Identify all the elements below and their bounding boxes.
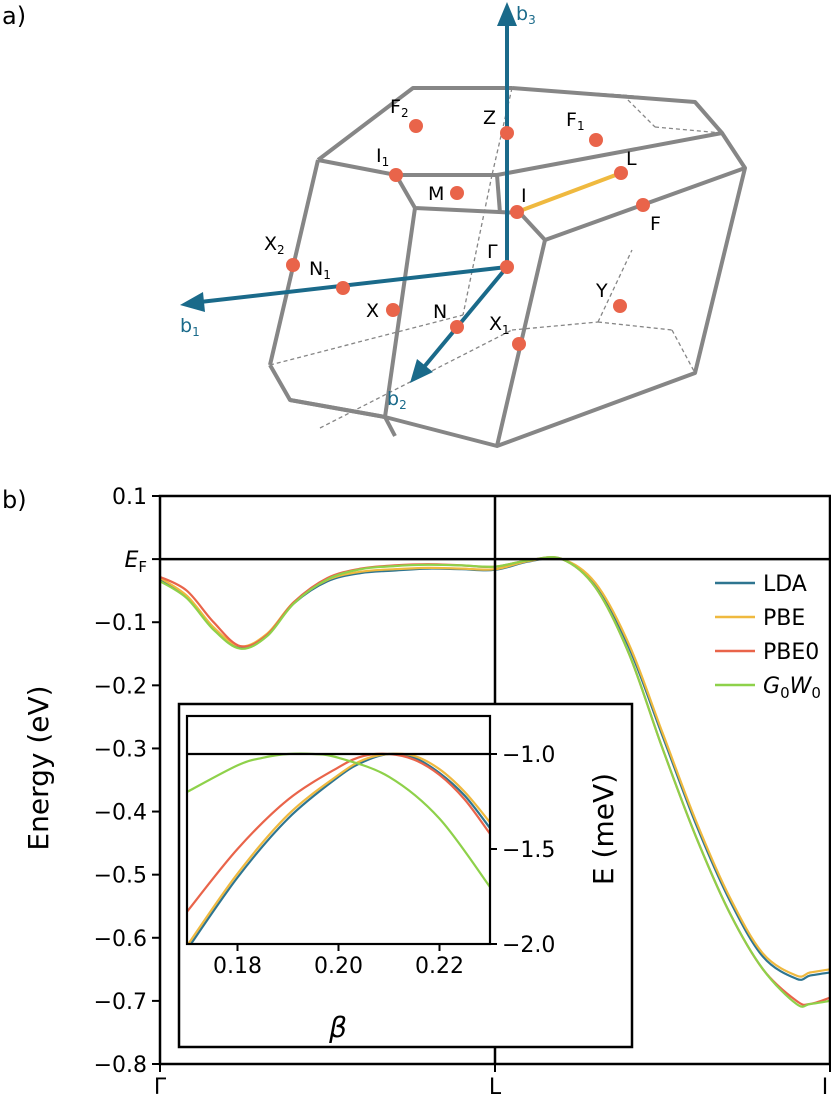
brillouin-zone: Γ Z F2 F1 I1 L M I F X2 N1 X N X1 Y b1 b2 b3 — [180, 2, 747, 448]
legend-entry: PBE — [763, 606, 805, 631]
kpoint-marker — [286, 258, 300, 272]
kpoint-label: Y — [595, 280, 608, 302]
kpoint-label: N — [433, 301, 447, 323]
kpoint-marker — [386, 303, 400, 317]
series-line — [160, 556, 830, 1008]
inset-y-tick-label: −1.0 — [502, 743, 555, 768]
y-tick-label: −0.3 — [94, 737, 147, 762]
inset-series-line — [187, 752, 490, 944]
kpoint-label: X1 — [489, 313, 510, 337]
kpoint-label: X — [366, 300, 379, 322]
legend: LDA PBE PBE0 G0W0 — [715, 572, 821, 702]
reciprocal-vectors — [180, 2, 517, 383]
band-structure-plot: 0.1 EF −0.1 −0.2 −0.3 −0.4 −0.5 −0.6 −0.7 −0.8 Γ L I… — [94, 485, 831, 1100]
inset-axes: 0.18 0.20 0.22 −1.0 −1.5 −2.0 — [185, 714, 555, 979]
kpoint-label: L — [626, 148, 637, 170]
inset-plot: 0.18 0.20 0.22 −1.0 −1.5 −2.0 β E (meV) — [177, 702, 634, 1049]
inset-x-tick-label: 0.20 — [314, 954, 363, 979]
y-tick-label: −0.7 — [94, 990, 147, 1015]
legend-entry: PBE0 — [763, 640, 819, 665]
kpoint-label: F2 — [390, 96, 409, 120]
kpoint-marker — [500, 126, 514, 140]
kpoint-marker — [450, 320, 464, 334]
kpoint-label: M — [428, 183, 444, 205]
k-points: Γ Z F2 F1 I1 L M I F X2 N1 X N X1 Y — [264, 96, 661, 351]
kpoint-marker — [409, 119, 423, 133]
kpoint-marker — [336, 281, 350, 295]
kpoint-label: I — [521, 185, 527, 207]
y-tick-label: −0.1 — [94, 611, 147, 636]
x-tick-label: Γ — [154, 1075, 167, 1100]
inset-box — [177, 702, 634, 1049]
path-L-I — [516, 171, 622, 214]
inset-y-tick-label: −1.5 — [502, 838, 555, 863]
kpoint-marker — [614, 166, 628, 180]
vector-label: b2 — [387, 388, 407, 412]
kpoint-label: F — [650, 213, 661, 235]
kpoint-label: I1 — [376, 145, 389, 169]
kpoint-label: Z — [483, 107, 496, 129]
inset-x-tick-label: 0.22 — [415, 954, 464, 979]
kpoint-label: Γ — [487, 241, 498, 263]
kpoint-marker — [500, 260, 514, 274]
b1-arrowhead — [180, 292, 205, 312]
panel-a-label: a) — [2, 2, 26, 30]
inset-series-line — [189, 752, 490, 944]
y-tick-label: −0.5 — [94, 864, 147, 889]
vector-label: b3 — [516, 3, 536, 27]
b1-vector — [199, 265, 508, 304]
inset-x-axis-label: β — [328, 1011, 347, 1044]
b2-arrowhead — [410, 359, 433, 383]
x-tick-label: I — [822, 1075, 829, 1100]
y-tick-label: 0.1 — [112, 485, 147, 510]
legend-entry: G0W0 — [763, 674, 821, 702]
y-tick-label: −0.8 — [94, 1053, 147, 1078]
b3-arrowhead — [497, 2, 517, 26]
vector-label: b1 — [180, 315, 200, 339]
kpoint-marker — [613, 299, 627, 313]
x-tick-label: L — [489, 1075, 502, 1100]
kpoint-marker — [589, 133, 603, 147]
main-y-axis-label: Energy (eV) — [22, 685, 55, 850]
y-tick-label: EF — [124, 548, 147, 576]
kpoint-label: X2 — [264, 233, 285, 257]
inset-x-tick-label: 0.18 — [213, 954, 262, 979]
kpoint-marker — [512, 337, 526, 351]
vector-labels: b1 b2 b3 — [180, 3, 536, 412]
kpoint-marker — [510, 205, 524, 219]
panel-b-label: b) — [2, 486, 27, 514]
kpoint-marker — [450, 186, 464, 200]
inset-y-axis-label: E (meV) — [587, 773, 620, 885]
b2-vector — [422, 265, 509, 369]
inset-y-tick-label: −2.0 — [502, 933, 555, 958]
y-tick-label: −0.4 — [94, 801, 147, 826]
kpoint-marker — [636, 198, 650, 212]
legend-entry: LDA — [763, 572, 807, 597]
kpoint-label: F1 — [566, 109, 585, 133]
kpoint-label: N1 — [309, 258, 331, 282]
y-tick-label: −0.6 — [94, 927, 147, 952]
y-tick-label: −0.2 — [94, 674, 147, 699]
kpoint-marker — [389, 168, 403, 182]
main-curves — [160, 556, 830, 1008]
